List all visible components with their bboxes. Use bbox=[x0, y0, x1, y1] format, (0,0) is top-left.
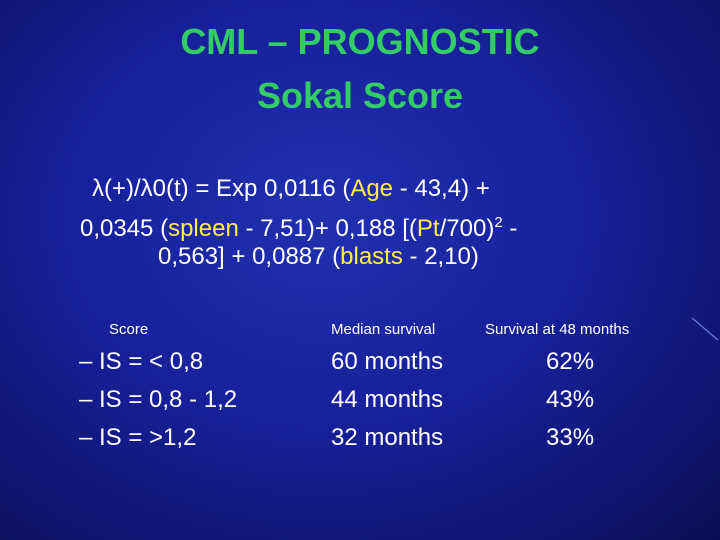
formula-text: /700) bbox=[439, 215, 495, 242]
formula-term-platelets: Pt bbox=[416, 215, 440, 242]
row-1-score: – IS = < 0,8 bbox=[79, 348, 204, 375]
formula-text: - 43,4) + bbox=[393, 175, 490, 202]
formula-text: - 7,51)+ 0,188 [( bbox=[238, 215, 417, 242]
row-3-median: 32 months bbox=[331, 424, 444, 451]
formula-exponent: 2 bbox=[494, 214, 503, 231]
formula-term-age: Age bbox=[350, 175, 394, 202]
row-2-median: 44 months bbox=[331, 386, 444, 413]
formula-text: 0,0345 ( bbox=[80, 215, 169, 242]
slide-title: CML – PROGNOSTIC bbox=[180, 21, 540, 62]
formula-text: λ(+)/λ0(t) = Exp 0,0116 ( bbox=[92, 175, 351, 202]
formula-line-1: λ(+)/λ0(t) = Exp 0,0116 (Age - 43,4) + bbox=[92, 172, 720, 206]
slide-subtitle: Sokal Score bbox=[256, 75, 464, 116]
formula-text: - bbox=[502, 215, 518, 242]
formula-text: - 2,10) bbox=[402, 243, 479, 270]
row-3-survival: 33% bbox=[546, 424, 595, 451]
decorative-line bbox=[691, 317, 719, 341]
header-score: Score bbox=[109, 321, 149, 338]
row-2-survival: 43% bbox=[546, 386, 595, 413]
row-1-median: 60 months bbox=[331, 348, 444, 375]
row-3-score: – IS = >1,2 bbox=[79, 424, 197, 451]
row-2-score: – IS = 0,8 - 1,2 bbox=[79, 386, 238, 413]
formula-text: 0,563] + 0,0887 ( bbox=[158, 243, 341, 270]
formula-line-2: 0,0345 (spleen - 7,51)+ 0,188 [(Pt/700)2… bbox=[80, 206, 710, 246]
row-1-survival: 62% bbox=[546, 348, 595, 375]
formula-term-blasts: blasts bbox=[340, 243, 403, 270]
header-median-survival: Median survival bbox=[331, 321, 436, 338]
formula-line-3: 0,563] + 0,0887 (blasts - 2,10) bbox=[158, 240, 720, 274]
formula-term-spleen: spleen bbox=[168, 215, 239, 242]
header-survival-48: Survival at 48 months bbox=[485, 321, 630, 338]
